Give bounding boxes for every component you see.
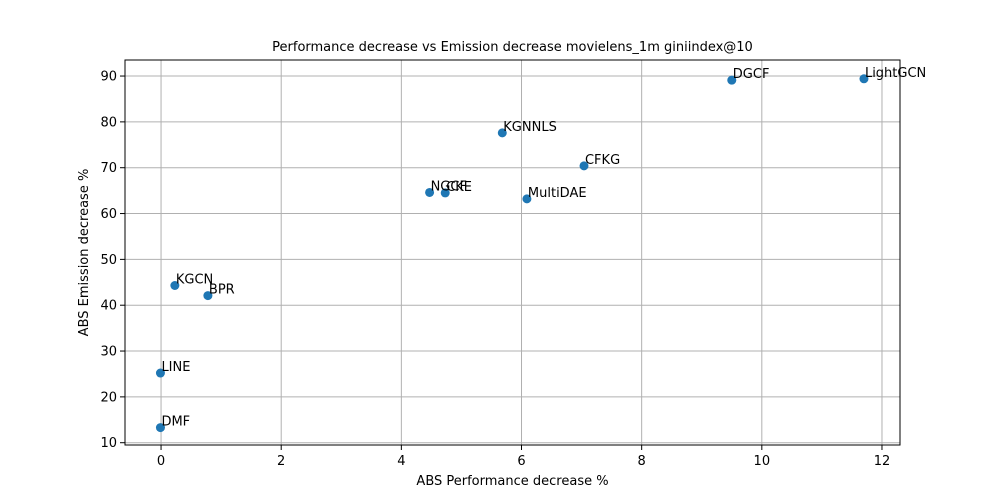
data-point-label: MultiDAE bbox=[528, 186, 587, 201]
data-point bbox=[203, 291, 213, 301]
x-tick-label: 4 bbox=[397, 454, 405, 469]
x-tick-label: 2 bbox=[277, 454, 285, 469]
data-point bbox=[440, 188, 450, 198]
data-point bbox=[170, 281, 180, 290]
y-tick-label: 90 bbox=[100, 70, 117, 85]
chart-title: Performance decrease vs Emission decreas… bbox=[272, 40, 753, 55]
data-points bbox=[155, 74, 869, 433]
data-point bbox=[425, 187, 435, 197]
y-axis-label: ABS Emission decrease % bbox=[77, 169, 92, 337]
data-point-label: CFKG bbox=[585, 153, 620, 168]
data-point-label: CKE bbox=[446, 180, 472, 195]
data-point-label: KGNNLS bbox=[503, 120, 557, 135]
y-tick-label: 50 bbox=[100, 253, 117, 268]
data-point bbox=[727, 75, 737, 85]
y-tick-label: 30 bbox=[100, 345, 117, 360]
data-point bbox=[859, 74, 869, 84]
data-point bbox=[579, 161, 589, 171]
data-point-label: DMF bbox=[161, 415, 190, 430]
y-tick-label: 10 bbox=[100, 436, 117, 451]
x-tick-label: 0 bbox=[157, 454, 165, 469]
y-tick-label: 60 bbox=[100, 207, 117, 222]
data-point bbox=[522, 194, 532, 204]
data-point bbox=[497, 128, 507, 138]
plot-area-frame bbox=[124, 59, 901, 446]
data-point-label: LINE bbox=[161, 360, 190, 375]
data-point-label: BPR bbox=[209, 283, 235, 298]
y-tick-label: 70 bbox=[100, 161, 117, 176]
data-point bbox=[155, 368, 165, 378]
data-point-label: DGCF bbox=[733, 67, 770, 82]
data-point-label: KGCN bbox=[176, 273, 213, 288]
x-tick-label: 6 bbox=[517, 454, 525, 469]
data-point bbox=[155, 423, 165, 433]
x-tick-label: 8 bbox=[638, 454, 646, 469]
y-tick-label: 20 bbox=[100, 390, 117, 405]
data-point-label: LightGCN bbox=[865, 66, 926, 81]
grid-lines bbox=[125, 60, 900, 445]
data-point-label: NGCF bbox=[431, 179, 467, 194]
y-tick-label: 40 bbox=[100, 299, 117, 314]
x-tick-label: 10 bbox=[754, 454, 771, 469]
x-tick-label: 12 bbox=[874, 454, 891, 469]
x-axis-label: ABS Performance decrease % bbox=[416, 474, 608, 489]
y-tick-label: 80 bbox=[100, 115, 117, 130]
axis-ticks: 0 2 4 6 8 10 12 10 20 30 40 50 60 70 80 90 bbox=[100, 70, 890, 469]
